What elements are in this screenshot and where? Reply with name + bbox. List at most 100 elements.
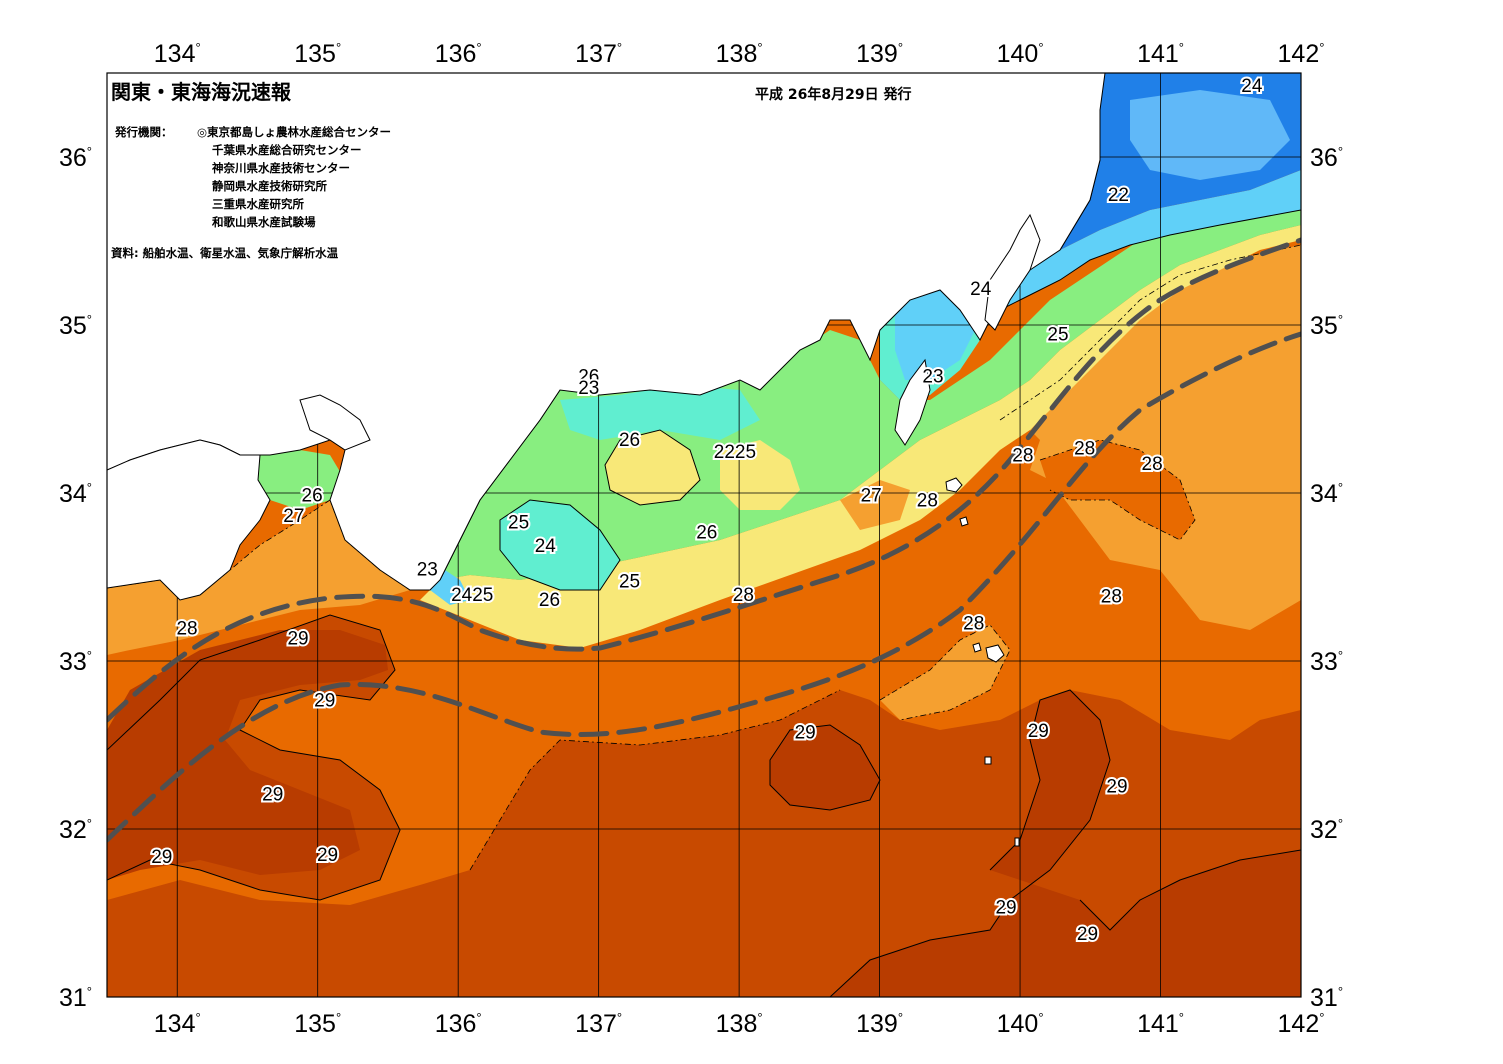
isotherm-label: 24 <box>535 536 557 557</box>
isotherm-label: 28 <box>1012 445 1033 466</box>
publisher-item: 三重県水産研究所 <box>212 197 304 211</box>
isotherm-label: 23 <box>578 378 599 399</box>
longitude-label-bottom: 141° <box>1137 1010 1184 1038</box>
ocean-27c-patch-enshu <box>840 480 910 530</box>
isotherm-label: 28 <box>1074 439 1095 460</box>
longitude-label-bottom: 134° <box>154 1010 201 1038</box>
isotherm-label: 29 <box>287 628 308 649</box>
land-niijima <box>959 516 969 527</box>
ocean-29c-core-central <box>770 725 880 810</box>
map-title: 関東・東海海況速報 <box>111 80 292 104</box>
data-source: 資料: 船舶水温、衛星水温、気象庁解析水温 <box>111 246 339 260</box>
isotherm-label: 29 <box>151 847 172 868</box>
publisher-item: 静岡県水産技術研究所 <box>212 179 327 193</box>
isotherm-label: 23 <box>922 366 943 387</box>
issue-date: 平成 26年8月29日 発行 <box>755 86 911 103</box>
isotherm-label: 25 <box>508 513 529 534</box>
longitude-label-top: 135° <box>294 40 341 68</box>
isotherm-label: 29 <box>795 723 816 744</box>
isotherm-label: 26 <box>696 523 717 544</box>
longitude-label-bottom: 142° <box>1278 1010 1325 1038</box>
publishers-label: 発行機関： <box>114 125 173 139</box>
ocean-29c-deep-south <box>830 690 1301 997</box>
land-mikurajima <box>985 644 1005 663</box>
isotherm-label: 29 <box>262 785 283 806</box>
latitude-label-right: 34° <box>1310 480 1343 508</box>
longitude-label-top: 140° <box>997 40 1044 68</box>
land-aogashima <box>1014 837 1020 847</box>
longitude-label-top: 136° <box>435 40 482 68</box>
map-field <box>107 73 1301 997</box>
longitude-label-top: 141° <box>1137 40 1184 68</box>
isotherm-label: 26 <box>302 486 323 507</box>
publisher-item: 神奈川県水産技術センター <box>212 161 350 175</box>
latitude-label-left: 31° <box>59 984 92 1012</box>
longitude-label-bottom: 135° <box>294 1010 341 1038</box>
isotherm-label: 28 <box>733 585 754 606</box>
latitude-label-right: 36° <box>1310 144 1343 172</box>
isotherm-label: 29 <box>1106 776 1127 797</box>
isotherm-label: 26 <box>619 430 640 451</box>
isotherm-label: 25 <box>1047 324 1068 345</box>
isotherm-label: 28 <box>963 613 984 634</box>
isotherm-label: 23 <box>417 560 438 581</box>
longitude-label-bottom: 139° <box>856 1010 903 1038</box>
map-frame <box>106 72 1302 998</box>
latitude-label-left: 36° <box>59 144 92 172</box>
isotherm-label: 29 <box>995 897 1016 918</box>
isotherm-label: 22 <box>1108 185 1129 206</box>
longitude-label-bottom: 137° <box>575 1010 622 1038</box>
ocean-24c-area-atsumi <box>560 385 760 440</box>
ocean-26c-patch-ise <box>605 430 700 505</box>
longitude-label-bottom: 138° <box>716 1010 763 1038</box>
longitude-label-top: 134° <box>154 40 201 68</box>
land-masses <box>107 73 1106 847</box>
isotherm-label: 28 <box>1142 454 1163 475</box>
isotherm-label: 28 <box>176 618 197 639</box>
isotherm-label: 29 <box>314 691 335 712</box>
publisher-item: 千葉県水産総合研究センター <box>212 143 362 157</box>
latitude-label-right: 32° <box>1310 816 1343 844</box>
kuroshio-axis-north <box>107 237 1301 723</box>
longitude-label-bottom: 140° <box>997 1010 1044 1038</box>
isotherm-label: 25 <box>619 571 640 592</box>
land-izu-peninsula <box>894 358 931 446</box>
isotherm-label: 29 <box>1028 721 1049 742</box>
ocean-27c-area-east <box>1000 245 1301 630</box>
latitude-label-left: 32° <box>59 816 92 844</box>
ocean-23c-area-offshore-north <box>1130 90 1290 180</box>
longitude-label-top: 142° <box>1278 40 1325 68</box>
ocean-26c-patch-suruga <box>720 440 800 510</box>
land-hachijojima <box>984 756 992 765</box>
kuroshio-axis-south <box>107 331 1301 843</box>
land-oshima <box>945 477 963 493</box>
latitude-label-right: 35° <box>1310 312 1343 340</box>
longitude-label-top: 138° <box>716 40 763 68</box>
ocean-24c-area-enshu <box>500 500 620 590</box>
ocean-27c-area-west <box>107 500 410 655</box>
land-boso-peninsula <box>984 213 1041 331</box>
ocean-23c-area-sagami <box>895 285 975 380</box>
ocean-25c-area-kii <box>258 450 345 510</box>
land-shikoku <box>107 439 271 601</box>
publisher-item: 和歌山県水産試験場 <box>212 215 316 229</box>
isotherm-label: 28 <box>917 491 938 512</box>
kuroshio-axis-lines <box>107 237 1301 843</box>
isotherm-label: 26 <box>578 366 599 387</box>
isotherm-label: 24 <box>970 279 992 300</box>
isotherm-label: 26 <box>539 590 560 611</box>
longitude-label-top: 137° <box>575 40 622 68</box>
isotherm-label: 24 <box>1241 76 1263 97</box>
isotherm-label: 28 <box>1101 586 1122 607</box>
ocean-26c-band <box>420 225 1301 648</box>
land-awaji-shore <box>299 394 371 451</box>
latitude-label-left: 35° <box>59 312 92 340</box>
longitude-label-bottom: 136° <box>435 1010 482 1038</box>
isotherm-label: 27 <box>283 506 304 527</box>
isotherm-label: 27 <box>861 486 882 507</box>
isotherm-label: 2225 <box>714 442 756 463</box>
isotherm-label: 29 <box>317 845 338 866</box>
